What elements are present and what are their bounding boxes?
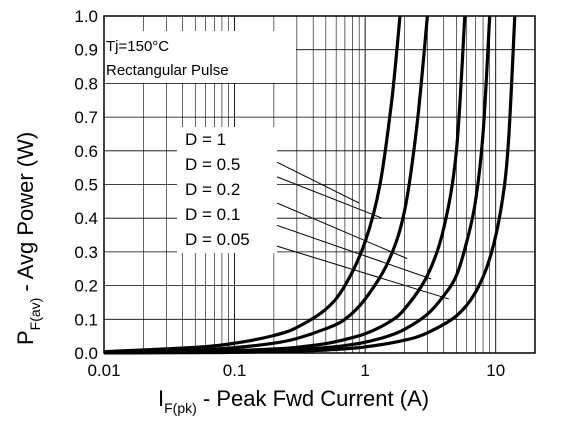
duty-cycle-legend: D = 1 D = 0.5 D = 0.2 D = 0.1 D = 0.05 [185, 130, 250, 249]
series-curve [103, 15, 517, 355]
y-tick-label: 0.1 [74, 310, 98, 329]
legend-entry: D = 0.05 [185, 230, 250, 249]
plot-frame [103, 15, 536, 354]
y-tick-label: 0.7 [74, 108, 98, 127]
legend-entry: D = 1 [185, 130, 226, 149]
y-tick-label: 0.2 [74, 277, 98, 296]
x-tick-label: 0.01 [87, 361, 120, 380]
x-axis-title: IF(pk) - Peak Fwd Current (A) [158, 386, 429, 416]
condition-pulse-type: Rectangular Pulse [106, 62, 229, 79]
y-tick-label: 0.3 [74, 243, 98, 262]
y-tick-label: 0.9 [74, 41, 98, 60]
axis-ticks: 0.0 0.1 0.2 0.3 0.4 0.5 0.6 0.7 0.8 0.9 1.0 0.01 0.1… [74, 7, 505, 380]
legend-entry: D = 0.1 [185, 205, 240, 224]
y-axis-title-main: P [13, 330, 38, 345]
condition-temperature: Tj=150°C [106, 38, 169, 55]
y-tick-label: 1.0 [74, 7, 98, 26]
legend-leader-line [253, 238, 450, 300]
y-tick-label: 0.0 [74, 344, 98, 363]
y-axis-title-rest: - Avg Power (W) [13, 132, 38, 298]
conditions-box [100, 31, 296, 83]
series-curve [103, 15, 402, 354]
x-axis-title-rest: - Peak Fwd Current (A) [197, 386, 429, 411]
legend-entry: D = 0.5 [185, 155, 240, 174]
series-curve [103, 15, 429, 354]
x-axis-title-sub: F(pk) [164, 400, 197, 416]
y-tick-label: 0.5 [74, 176, 98, 195]
x-tick-label: 0.1 [223, 361, 247, 380]
y-axis-title-sub: F(av) [27, 298, 43, 331]
series-curves [103, 15, 517, 355]
x-axis-title-main: I [158, 386, 164, 411]
y-tick-label: 0.8 [74, 74, 98, 93]
duty-cycle-legend-box [177, 127, 277, 253]
y-tick-label: 0.4 [74, 209, 98, 228]
y-axis-title: PF(av) - Avg Power (W) [13, 132, 43, 345]
x-tick-label: 10 [486, 361, 505, 380]
x-tick-label: 1 [360, 361, 369, 380]
y-tick-label: 0.6 [74, 142, 98, 161]
legend-entry: D = 0.2 [185, 180, 240, 199]
